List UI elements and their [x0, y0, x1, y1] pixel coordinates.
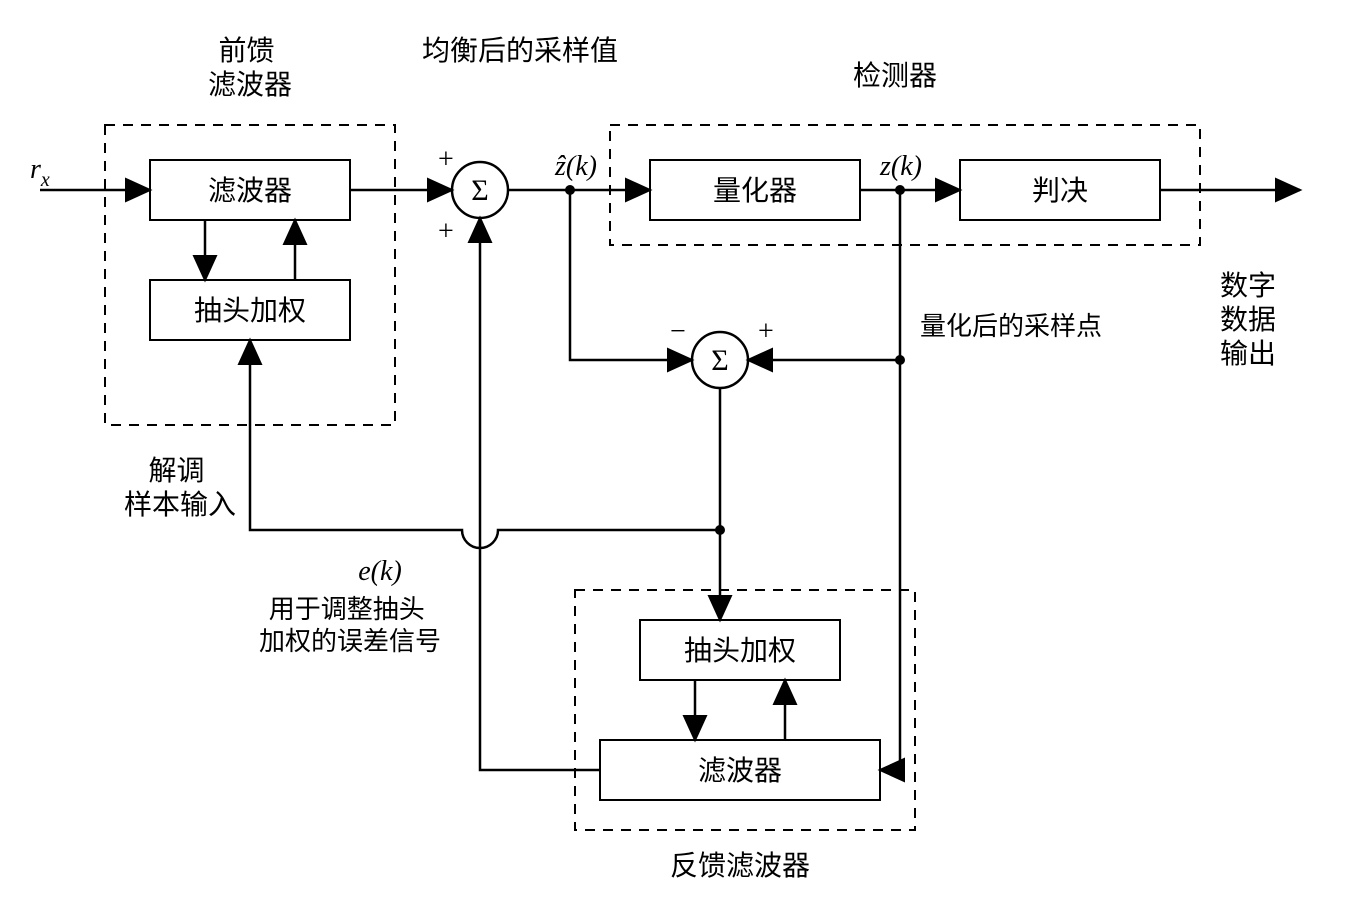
- label-quant-sample: 量化后的采样点: [920, 312, 1102, 341]
- title-feedforward: 前馈 滤波器: [208, 35, 292, 101]
- label-ek-desc: 用于调整抽头 加权的误差信号: [259, 595, 441, 656]
- block-decision: 判决: [960, 160, 1160, 220]
- label-sum1-plus-left: +: [438, 144, 454, 175]
- title-eq-sample: 均衡后的采样值: [422, 35, 618, 67]
- svg-text:滤波器: 滤波器: [208, 175, 292, 207]
- svg-text:Σ: Σ: [471, 174, 488, 207]
- label-ek: e(k): [358, 556, 402, 587]
- label-zhat: ẑ(k): [554, 151, 597, 182]
- label-sum1-plus-bottom: +: [438, 216, 454, 247]
- svg-text:抽头加权: 抽头加权: [684, 635, 796, 667]
- block-fb-filter: 滤波器: [600, 740, 880, 800]
- wire-err-to-fftap: [250, 340, 720, 548]
- svg-text:抽头加权: 抽头加权: [194, 295, 306, 327]
- label-demod: 解调 样本输入: [124, 455, 236, 521]
- block-fb-tap: 抽头加权: [640, 620, 840, 680]
- block-ff-filter: 滤波器: [150, 160, 350, 220]
- summer-error: Σ: [692, 332, 748, 388]
- title-feedback: 反馈滤波器: [670, 850, 810, 882]
- label-output: 数字 数据 输出: [1220, 270, 1283, 370]
- label-z: z(k): [879, 151, 922, 182]
- svg-text:滤波器: 滤波器: [698, 755, 782, 787]
- wire-z-to-fb: [880, 360, 900, 770]
- label-sum2-plus: +: [758, 316, 774, 347]
- block-ff-tap: 抽头加权: [150, 280, 350, 340]
- title-detector: 检测器: [853, 60, 937, 92]
- node-z-branch: [895, 355, 905, 365]
- wire-fb-to-sum: [480, 218, 600, 770]
- label-rx: rx: [30, 154, 50, 191]
- summer-main: Σ: [452, 162, 508, 218]
- label-sum2-minus: −: [670, 316, 686, 347]
- block-quantizer: 量化器: [650, 160, 860, 220]
- svg-text:Σ: Σ: [711, 344, 728, 377]
- svg-text:量化器: 量化器: [713, 175, 797, 207]
- svg-text:判决: 判决: [1032, 175, 1088, 207]
